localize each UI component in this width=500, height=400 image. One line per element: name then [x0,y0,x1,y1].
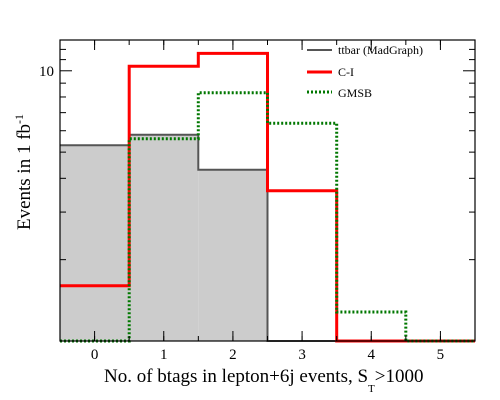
x-tick-label-2: 2 [229,347,237,363]
y-axis-label: Events in 1 fb-1 [12,114,35,230]
bar-fill-ttbar-madgraph-bin-0 [60,145,130,341]
x-tick-label-0: 0 [91,347,99,363]
bar-fill-ttbar-madgraph-bin-2 [198,169,268,341]
plot-frame [59,39,476,342]
bar-fill-ttbar-madgraph-bin-1 [129,134,199,341]
x-tick-label-3: 3 [298,347,306,363]
legend-label-ci: C-I [338,65,354,79]
x-axis-label-subscript: T [368,383,375,395]
x-tick-label-5: 5 [437,347,445,363]
y-axis-label-main: Events in 1 fb [14,124,35,230]
y-tick-label-10: 10 [39,64,54,80]
x-tick-label-1: 1 [160,347,168,363]
x-tick-label-4: 4 [368,347,376,363]
x-tick-labels: 0 1 2 3 4 5 [91,347,444,363]
axis-ticks [60,40,475,341]
legend: ttbar (MadGraph) C-I GMSB [307,43,423,100]
legend-label-gmsb: GMSB [338,86,372,100]
y-tick-labels: 10 [39,64,54,80]
x-axis-label: No. of btags in lepton+6j events, ST>100… [104,366,423,395]
y-axis-label-superscript: -1 [12,114,26,124]
x-axis-label-main: No. of btags in lepton+6j events, S [104,366,368,387]
series-line-gmsb [60,91,475,343]
x-axis-label-suffix: >1000 [375,366,424,387]
legend-label-ttbar: ttbar (MadGraph) [338,43,423,57]
